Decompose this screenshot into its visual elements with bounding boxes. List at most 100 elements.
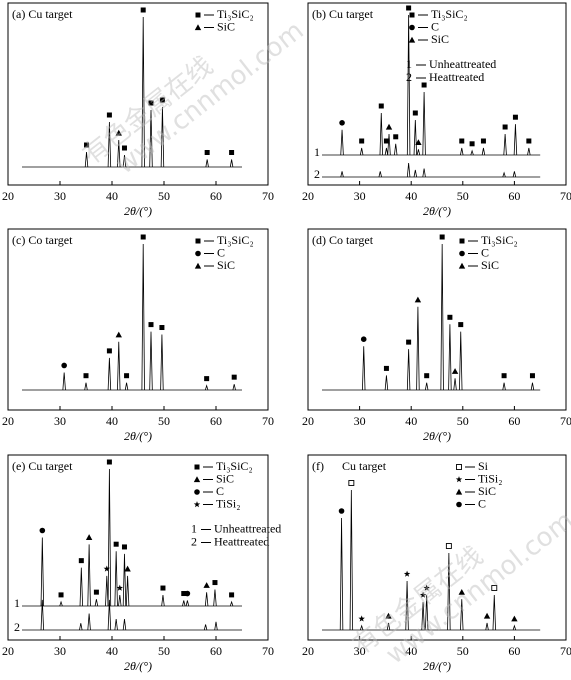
phase-marker — [121, 145, 127, 151]
phase-marker — [113, 541, 119, 547]
phase-marker — [229, 150, 235, 155]
x-tick-label: 60 — [508, 644, 520, 658]
phase-marker — [385, 123, 393, 130]
peak — [406, 162, 411, 178]
legend-label: Unheattreated — [429, 57, 496, 71]
peak — [422, 168, 426, 178]
peak — [460, 599, 464, 631]
phase-marker — [383, 138, 389, 144]
peak — [453, 378, 457, 391]
peak — [513, 124, 518, 156]
phase-marker — [439, 234, 445, 240]
phase-marker — [502, 124, 508, 130]
peak — [413, 169, 418, 178]
x-tick-label: 70 — [560, 414, 571, 428]
phase-marker — [358, 615, 365, 622]
peak — [122, 618, 127, 631]
phase-marker — [421, 82, 427, 88]
peak — [424, 594, 429, 631]
phase-marker — [124, 373, 130, 379]
phase-marker — [423, 584, 430, 591]
peak — [79, 567, 84, 607]
peak — [182, 600, 186, 607]
peak — [502, 171, 506, 178]
phase-marker — [231, 374, 237, 380]
plot-frame — [307, 454, 567, 641]
legend-label: Ti₃SiC₂ — [481, 233, 518, 247]
legend-marker — [409, 12, 415, 18]
phase-marker — [511, 615, 518, 622]
plot-frame — [7, 2, 269, 186]
phase-marker — [140, 234, 146, 240]
peak — [512, 624, 517, 631]
phase-marker — [58, 592, 64, 598]
x-tick-label: 30 — [54, 644, 66, 658]
x-tick-label: 40 — [106, 189, 118, 203]
peak — [204, 592, 209, 607]
peak — [114, 551, 118, 607]
phase-marker — [459, 138, 465, 144]
x-tick-label: 30 — [354, 189, 366, 203]
peak — [161, 594, 165, 607]
phase-marker — [106, 348, 112, 354]
legend-label: SiC — [217, 19, 235, 33]
phase-marker — [415, 139, 422, 145]
peak — [359, 147, 364, 156]
phase-marker — [212, 580, 218, 586]
x-tick-label: 20 — [302, 644, 314, 658]
peak — [114, 618, 118, 631]
peak — [205, 159, 209, 168]
phase-marker — [181, 591, 187, 597]
peak — [362, 346, 366, 391]
peak — [421, 601, 425, 631]
peak — [59, 600, 63, 607]
legend-label: Ti₃SiC₂ — [217, 7, 254, 21]
legend-label: C — [481, 245, 489, 259]
phase-marker — [85, 534, 93, 540]
phase-marker — [84, 142, 90, 148]
x-tick-label: 50 — [457, 414, 469, 428]
peak — [339, 517, 344, 631]
peak — [416, 149, 421, 156]
phase-marker — [159, 97, 165, 103]
peak — [229, 159, 234, 168]
phase-marker — [469, 141, 475, 147]
x-tick-label: 20 — [302, 414, 314, 428]
legend-marker — [455, 488, 463, 495]
legend-marker — [459, 250, 465, 257]
panel-title: (d) Co target — [312, 233, 374, 247]
phase-marker — [383, 365, 389, 371]
legend-marker — [456, 501, 462, 508]
x-axis-label: 2θ/(°) — [124, 429, 152, 443]
phase-marker — [116, 584, 124, 591]
peak — [160, 106, 165, 168]
peak — [229, 600, 234, 607]
peak — [503, 133, 507, 156]
series-tag: 2 — [14, 620, 20, 634]
phase-marker — [491, 585, 498, 591]
peak — [387, 133, 391, 156]
x-tick-label: 60 — [210, 189, 222, 203]
x-tick-label: 60 — [508, 189, 520, 203]
peak — [117, 341, 121, 391]
legend-label: SiC — [216, 471, 234, 485]
legend-label: TiSi₂ — [478, 471, 502, 485]
legend-label: TiSi₂ — [216, 496, 240, 510]
phase-marker — [140, 7, 146, 13]
series-tag: 1 — [314, 145, 320, 159]
phase-marker — [348, 480, 355, 486]
phase-marker — [148, 100, 154, 106]
peak — [124, 382, 129, 391]
peak — [125, 575, 130, 607]
peak — [527, 147, 531, 156]
peak — [502, 382, 506, 391]
peak — [359, 624, 364, 631]
peak — [384, 375, 389, 391]
peak — [107, 121, 112, 168]
phase-marker — [159, 325, 165, 331]
plot-frame — [307, 2, 567, 186]
peak — [149, 109, 153, 168]
peak — [214, 621, 218, 631]
